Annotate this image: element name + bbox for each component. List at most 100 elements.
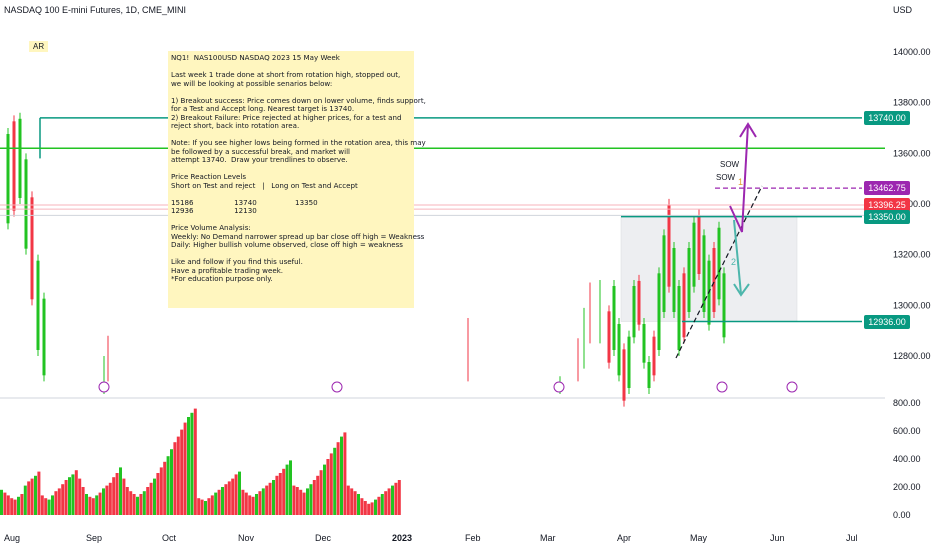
volume-bar xyxy=(190,412,194,515)
volume-tick-label: 200.00 xyxy=(893,482,921,492)
date-tick-label: Jul xyxy=(846,533,858,543)
volume-bar xyxy=(180,429,184,515)
note-line: 2) Breakout Failure: Price rejected at h… xyxy=(171,112,402,122)
event-icon xyxy=(716,381,728,393)
volume-bar xyxy=(170,449,173,515)
price-tick-label: 13400.00 xyxy=(893,199,931,209)
candle-body xyxy=(30,197,34,300)
trendline xyxy=(675,185,763,359)
volume-tick-label: 0.00 xyxy=(893,510,911,520)
note-line: Weekly: No Demand narrower spread up bar… xyxy=(171,231,425,241)
volume-bar xyxy=(357,494,360,515)
scenario-2-arrowhead xyxy=(733,283,750,297)
volume-bar xyxy=(27,481,31,515)
candle-body xyxy=(617,324,621,376)
volume-bar xyxy=(343,432,347,515)
volume-bar xyxy=(3,492,7,515)
volume-bar xyxy=(278,473,282,515)
volume-bar xyxy=(95,495,99,515)
volume-bar xyxy=(340,436,343,515)
volume-bar xyxy=(88,496,92,515)
note-line: 15186 13740 13350 xyxy=(171,197,318,207)
volume-bar xyxy=(204,501,207,515)
volume-bar xyxy=(285,464,289,515)
note-line: Like and follow if you find this useful. xyxy=(171,257,303,266)
note-line: Short on Test and reject | Long on Test … xyxy=(171,180,358,190)
volume-bar xyxy=(129,491,133,515)
sow-label-2: SOW xyxy=(716,173,736,182)
note-line: Price Reaction Levels xyxy=(171,172,247,181)
volume-bar xyxy=(227,481,231,515)
price-tick-label: 12800.00 xyxy=(893,351,931,361)
volume-bar xyxy=(183,422,187,515)
candle-body xyxy=(612,286,616,350)
volume-bar xyxy=(282,468,286,515)
candle-body xyxy=(632,286,636,338)
candle-body xyxy=(662,235,666,312)
volume-bar xyxy=(139,494,143,515)
volume-bar xyxy=(142,491,146,515)
volume-bar xyxy=(197,498,201,515)
scenario-1-arrow xyxy=(729,123,749,233)
note-line: NQ1! NAS100USD NASDAQ 2023 15 May Week xyxy=(171,53,340,62)
note-line: 1) Breakout success: Price comes down on… xyxy=(171,95,426,105)
note-line: 12936 12130 xyxy=(171,206,257,215)
event-icon xyxy=(553,381,565,393)
volume-bar xyxy=(353,491,357,515)
date-tick-label: Apr xyxy=(617,533,631,543)
volume-bar xyxy=(350,488,354,515)
volume-bar xyxy=(255,494,258,515)
volume-bar xyxy=(323,464,326,515)
scenario-1-label: 1 xyxy=(738,177,743,187)
volume-bar xyxy=(98,492,102,515)
volume-bar xyxy=(275,475,279,515)
candle-body xyxy=(622,349,626,401)
date-tick-label: May xyxy=(690,533,708,543)
volume-bar xyxy=(241,489,245,515)
volume-bar xyxy=(261,488,265,515)
volume-bar xyxy=(115,473,119,515)
volume-tick-label: 800.00 xyxy=(893,398,921,408)
date-tick-label: Jun xyxy=(770,533,785,543)
volume-bar xyxy=(146,487,150,515)
volume-bar xyxy=(391,485,394,515)
note-line: *For education purpose only. xyxy=(171,274,273,283)
volume-bar xyxy=(105,485,109,515)
volume-bar xyxy=(187,417,190,515)
date-tick-label: 2023 xyxy=(392,533,412,543)
volume-bar xyxy=(119,467,122,515)
volume-bar xyxy=(224,484,228,515)
sow-label-1: SOW xyxy=(720,160,740,169)
volume-bar xyxy=(333,447,337,515)
candle-body xyxy=(687,248,691,312)
date-tick-label: Dec xyxy=(315,533,332,543)
volume-bar xyxy=(57,488,61,515)
volume-bar xyxy=(132,494,136,515)
volume-bar xyxy=(380,494,384,515)
volume-bar xyxy=(30,478,34,515)
volume-bar xyxy=(0,489,3,515)
candle-body xyxy=(18,118,22,198)
volume-bar xyxy=(309,484,313,515)
analysis-note[interactable]: NQ1! NAS100USD NASDAQ 2023 15 May Week La… xyxy=(168,51,426,308)
candle-body xyxy=(607,311,611,363)
ar-label: AR xyxy=(29,41,49,52)
candle-body xyxy=(24,159,28,249)
volume-bar xyxy=(251,496,255,515)
event-icon xyxy=(98,381,110,393)
candle-body xyxy=(712,248,716,312)
volume-bar xyxy=(258,491,262,515)
volume-bar xyxy=(329,453,333,515)
volume-bar xyxy=(289,460,292,515)
currency-label: USD xyxy=(893,5,913,15)
candle-body xyxy=(657,273,661,350)
volume-bar xyxy=(374,499,377,515)
volume-bar xyxy=(302,492,306,515)
volume-bar xyxy=(312,480,316,515)
volume-bar xyxy=(214,492,218,515)
volume-bar xyxy=(71,474,75,515)
date-tick-label: Mar xyxy=(540,533,556,543)
volume-bar xyxy=(6,495,10,515)
note-line: Price Volume Analysis: xyxy=(171,223,251,232)
candle-body xyxy=(692,222,696,287)
